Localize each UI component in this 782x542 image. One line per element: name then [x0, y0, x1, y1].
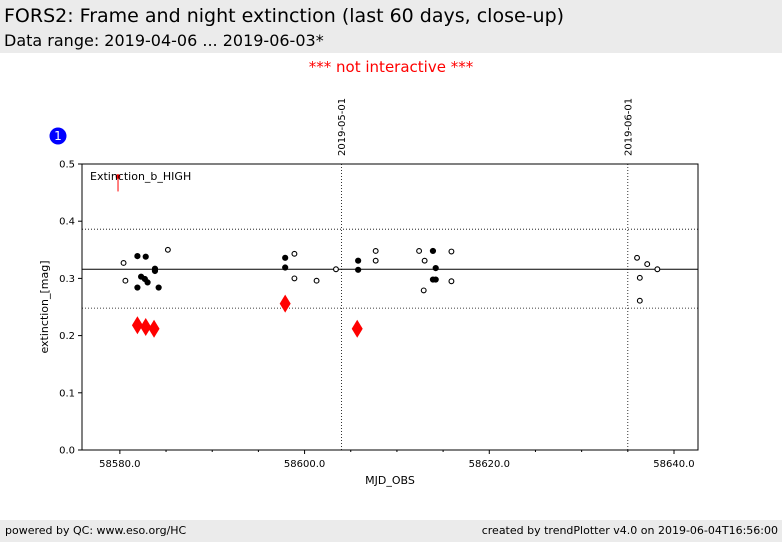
y-tick-label: 0.4	[59, 217, 75, 228]
data-point-filled	[282, 254, 289, 261]
date-markers: 2019-05-01 2019-06-01	[337, 98, 634, 450]
badge-circle	[49, 127, 67, 145]
data-point-open	[644, 261, 651, 268]
data-points	[115, 174, 661, 338]
data-point-open	[634, 254, 640, 261]
data-point-open	[636, 274, 643, 281]
data-point-open	[421, 257, 428, 264]
data-point-filled	[134, 284, 141, 291]
data-point-filled	[151, 267, 159, 275]
date-marker-label: 2019-06-01	[623, 98, 634, 156]
data-point-filled	[144, 279, 151, 286]
x-tick-label: 58600.0	[284, 459, 325, 470]
data-point-open	[448, 248, 455, 255]
data-point-filled	[134, 252, 141, 260]
page-title: FORS2: Frame and night extinction (last …	[4, 5, 565, 27]
data-point-highlight	[131, 316, 143, 335]
x-tick-label: 58620.0	[469, 459, 510, 470]
data-point-open	[416, 247, 423, 254]
x-tick-label: 58640.0	[653, 459, 694, 470]
data-point-open	[313, 277, 320, 284]
data-point-filled	[432, 265, 439, 272]
data-point-open	[636, 297, 643, 304]
outlier-arrow-head	[115, 174, 121, 179]
series-annotation: Extinction_b_HIGH	[90, 170, 191, 183]
data-point-highlight	[140, 318, 152, 337]
data-point-open	[420, 287, 427, 294]
data-point-open	[333, 266, 339, 273]
data-point-open	[122, 277, 129, 284]
axes: 0.0 0.1 0.2 0.3 0.4 0.5 58580.0 58600.0 58620.0 5…	[59, 160, 695, 471]
reference-lines	[82, 228, 698, 309]
data-point-open	[291, 275, 298, 282]
not-interactive-notice: *** not interactive ***	[308, 58, 474, 76]
y-tick-label: 0.0	[59, 446, 75, 457]
data-point-filled	[282, 264, 289, 271]
data-point-open	[120, 260, 127, 266]
data-point-open	[654, 266, 661, 273]
y-axis-label: extinction_[mag]	[38, 260, 51, 353]
header-bar: FORS2: Frame and night extinction (last …	[0, 0, 782, 53]
data-point-open	[164, 246, 171, 253]
data-point-filled	[355, 257, 362, 264]
data-point-filled	[142, 253, 149, 260]
data-point-highlight	[351, 319, 363, 338]
data-point-highlight	[279, 294, 291, 313]
data-point-filled	[432, 276, 439, 283]
data-point-open	[291, 250, 298, 257]
data-point-open	[448, 278, 455, 285]
x-tick-label: 58580.0	[99, 459, 140, 470]
data-point-filled	[155, 284, 162, 291]
y-tick-label: 0.1	[59, 388, 75, 399]
data-point-open	[372, 257, 379, 264]
data-range-subtitle: Data range: 2019-04-06 ... 2019-06-03*	[4, 31, 324, 50]
x-axis-label: MJD_OBS	[365, 474, 415, 487]
date-marker-label: 2019-05-01	[337, 98, 348, 156]
data-point-highlight	[148, 319, 160, 338]
footer-created-by: created by trendPlotter v4.0 on 2019-06-…	[481, 524, 778, 537]
data-point-open	[372, 247, 379, 254]
footer-powered-by: powered by QC: www.eso.org/HC	[5, 524, 187, 537]
footer-bar: powered by QC: www.eso.org/HC created by…	[0, 520, 782, 542]
data-point-filled	[355, 266, 362, 273]
data-point-filled	[429, 247, 437, 255]
plot-frame	[81, 163, 699, 451]
y-tick-label: 0.3	[59, 274, 75, 285]
badge-number: 1	[54, 129, 62, 143]
y-tick-label: 0.2	[59, 331, 75, 342]
y-tick-label: 0.5	[59, 160, 75, 171]
